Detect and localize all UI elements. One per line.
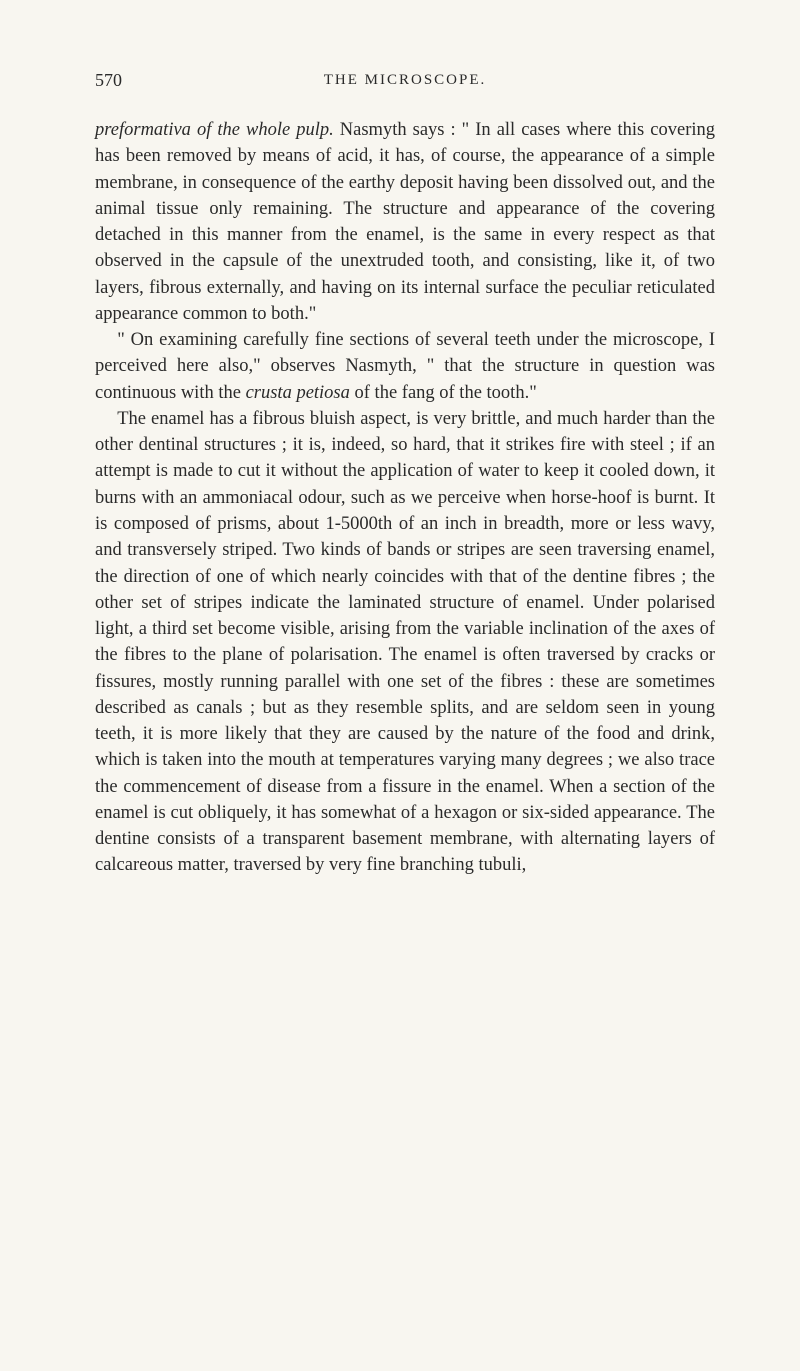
page-number: 570	[95, 70, 122, 91]
italic-text: crusta petiosa	[246, 383, 350, 403]
paragraph: The enamel has a fibrous bluish aspect, …	[95, 406, 715, 879]
text-run: The enamel has a fibrous bluish aspect, …	[95, 409, 715, 876]
paragraph: preformativa of the whole pulp. Nasmyth …	[95, 117, 715, 327]
paragraph: " On examining carefully fine sections o…	[95, 327, 715, 406]
text-run: of the fang of the tooth."	[350, 383, 537, 403]
text-run: Nasmyth says : " In all cases where this…	[95, 120, 715, 324]
italic-text: preformativa of the whole pulp.	[95, 120, 334, 140]
body-text: preformativa of the whole pulp. Nasmyth …	[95, 117, 715, 879]
running-header: THE MICROSCOPE.	[95, 72, 715, 89]
